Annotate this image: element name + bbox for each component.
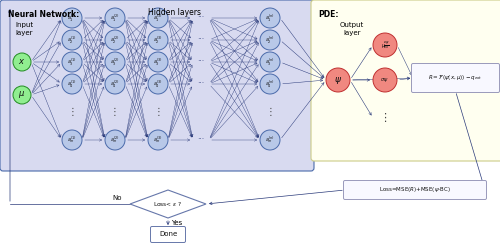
Circle shape xyxy=(373,33,397,57)
Circle shape xyxy=(148,74,168,94)
Text: $a_4^{(1)}$: $a_4^{(1)}$ xyxy=(67,78,77,90)
Text: $\mu$: $\mu$ xyxy=(18,90,26,101)
Text: $a_m^{(n)}$: $a_m^{(n)}$ xyxy=(265,135,275,145)
Circle shape xyxy=(105,74,125,94)
Text: Loss< $\varepsilon$ ?: Loss< $\varepsilon$ ? xyxy=(153,200,183,208)
Text: $a_1^{(1)}$: $a_1^{(1)}$ xyxy=(67,12,77,24)
Text: $a_1^{(3)}$: $a_1^{(3)}$ xyxy=(153,12,163,24)
Text: ···: ··· xyxy=(198,58,204,67)
Circle shape xyxy=(62,130,82,150)
Circle shape xyxy=(148,130,168,150)
Text: $a_m^{(1)}$: $a_m^{(1)}$ xyxy=(67,135,77,145)
Text: $a_4^{(2)}$: $a_4^{(2)}$ xyxy=(110,78,120,90)
Text: $a_3^{(n)}$: $a_3^{(n)}$ xyxy=(265,56,275,68)
Text: ⋮: ⋮ xyxy=(110,107,120,117)
Text: $\sigma_t\!\psi$: $\sigma_t\!\psi$ xyxy=(380,76,390,84)
Polygon shape xyxy=(130,190,206,218)
Text: $a_2^{(3)}$: $a_2^{(3)}$ xyxy=(153,34,163,46)
Text: $\mu\!\frac{\partial\psi}{\partial x}$: $\mu\!\frac{\partial\psi}{\partial x}$ xyxy=(381,39,389,51)
Circle shape xyxy=(373,68,397,92)
Text: PDE:: PDE: xyxy=(318,10,338,19)
Text: Neural Network:: Neural Network: xyxy=(8,10,79,19)
FancyBboxPatch shape xyxy=(311,0,500,161)
Text: ⋮: ⋮ xyxy=(380,113,390,123)
Text: ⋮: ⋮ xyxy=(153,107,163,117)
Text: $R = \mathcal{F}(\psi(x,\mu)) - q_{ext}$: $R = \mathcal{F}(\psi(x,\mu)) - q_{ext}$ xyxy=(428,73,482,82)
Text: $a_1^{(n)}$: $a_1^{(n)}$ xyxy=(265,12,275,24)
FancyBboxPatch shape xyxy=(150,226,186,243)
Text: Loss=MSE($R$)+MSE($\psi$-BC): Loss=MSE($R$)+MSE($\psi$-BC) xyxy=(379,185,451,194)
Circle shape xyxy=(105,52,125,72)
Text: ⋮: ⋮ xyxy=(67,107,77,117)
Text: ⋮: ⋮ xyxy=(265,107,275,117)
Circle shape xyxy=(260,30,280,50)
Text: ···: ··· xyxy=(198,135,204,144)
Text: $a_4^{(n)}$: $a_4^{(n)}$ xyxy=(265,78,275,90)
Circle shape xyxy=(62,52,82,72)
Text: $a_3^{(1)}$: $a_3^{(1)}$ xyxy=(67,56,77,68)
Circle shape xyxy=(13,86,31,104)
Circle shape xyxy=(13,53,31,71)
Text: ···: ··· xyxy=(198,13,204,22)
Circle shape xyxy=(62,8,82,28)
FancyBboxPatch shape xyxy=(412,63,500,92)
Text: $a_m^{(3)}$: $a_m^{(3)}$ xyxy=(153,135,163,145)
Circle shape xyxy=(105,30,125,50)
Circle shape xyxy=(148,8,168,28)
Text: $a_2^{(n)}$: $a_2^{(n)}$ xyxy=(265,34,275,46)
Text: $x$: $x$ xyxy=(18,58,26,67)
Text: ···: ··· xyxy=(198,80,204,89)
Circle shape xyxy=(326,68,350,92)
Circle shape xyxy=(260,52,280,72)
Text: $a_3^{(3)}$: $a_3^{(3)}$ xyxy=(153,56,163,68)
Text: $a_m^{(2)}$: $a_m^{(2)}$ xyxy=(110,135,120,145)
Circle shape xyxy=(105,8,125,28)
Text: Done: Done xyxy=(159,232,177,237)
Circle shape xyxy=(260,130,280,150)
Circle shape xyxy=(62,74,82,94)
Text: $a_1^{(2)}$: $a_1^{(2)}$ xyxy=(110,12,120,24)
FancyBboxPatch shape xyxy=(0,0,314,171)
Text: Yes: Yes xyxy=(171,220,182,226)
Text: $a_4^{(3)}$: $a_4^{(3)}$ xyxy=(153,78,163,90)
Circle shape xyxy=(62,30,82,50)
Text: $a_3^{(2)}$: $a_3^{(2)}$ xyxy=(110,56,120,68)
Text: $\psi$: $\psi$ xyxy=(334,74,342,85)
FancyBboxPatch shape xyxy=(344,181,486,200)
Circle shape xyxy=(260,74,280,94)
Circle shape xyxy=(148,52,168,72)
Text: Input
layer: Input layer xyxy=(15,22,33,35)
Circle shape xyxy=(105,130,125,150)
Text: Output
layer: Output layer xyxy=(340,22,364,35)
Circle shape xyxy=(260,8,280,28)
Text: $a_2^{(2)}$: $a_2^{(2)}$ xyxy=(110,34,120,46)
Text: $a_2^{(1)}$: $a_2^{(1)}$ xyxy=(67,34,77,46)
Text: No: No xyxy=(112,195,122,201)
Text: ···: ··· xyxy=(198,35,204,44)
Circle shape xyxy=(148,30,168,50)
Text: Hidden layers: Hidden layers xyxy=(148,8,202,17)
